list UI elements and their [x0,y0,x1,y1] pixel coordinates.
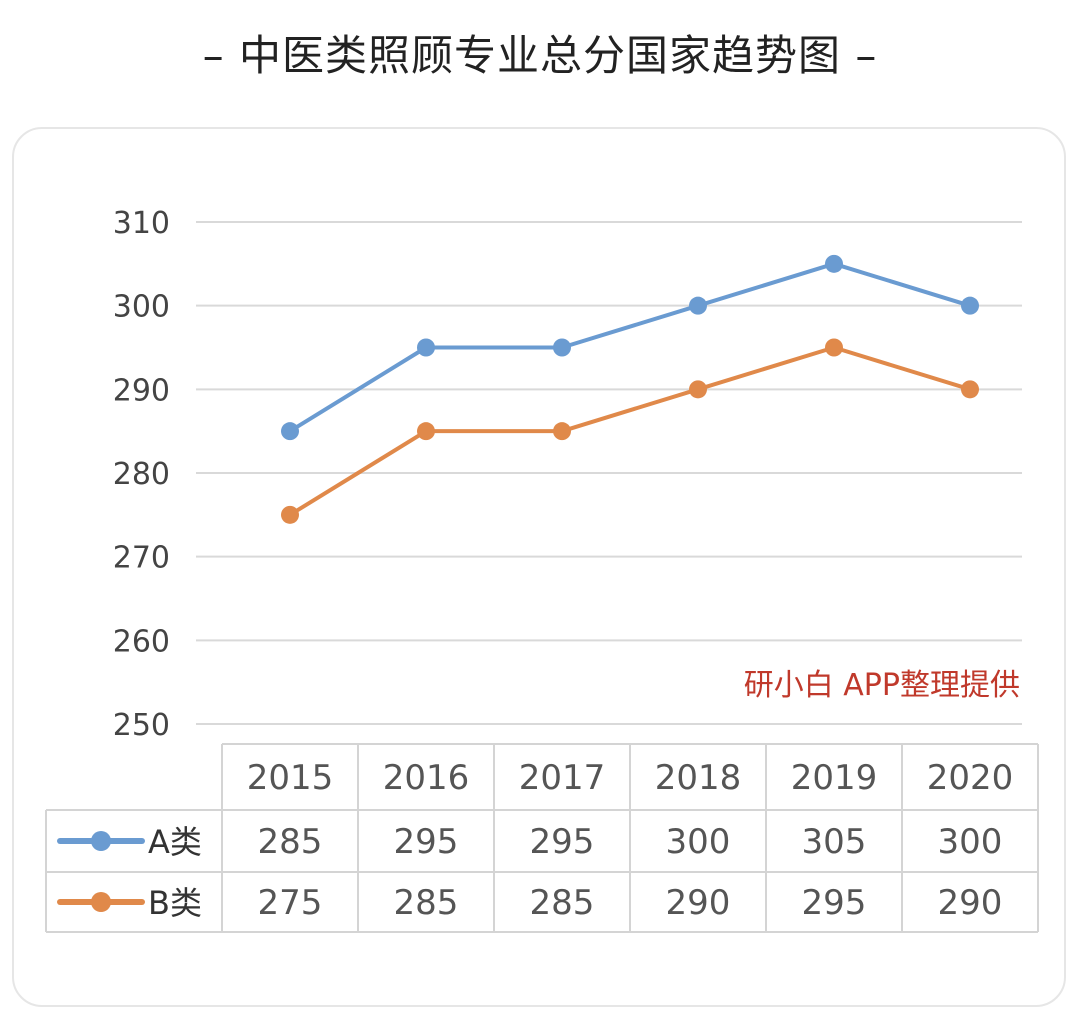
table-cell: 290 [666,883,731,923]
table-cell: 290 [938,883,1003,923]
data-point [417,338,435,357]
series-line [288,345,971,517]
table-cell: 285 [258,822,323,862]
y-tick-label: 310 [113,206,170,241]
data-point [961,296,979,315]
data-point [553,422,571,441]
data-point [281,422,299,441]
y-axis-ticks: 250 260 270 280 290 300 310 [113,206,170,743]
table-cell: 295 [802,883,867,923]
series-lines [281,254,979,524]
table-header-cell: 2015 [247,758,334,798]
y-tick-label: 290 [113,373,170,408]
page-title: – 中医类照顾专业总分国家趋势图 – [202,31,878,80]
y-tick-label: 280 [113,457,170,492]
data-point [281,505,299,524]
data-point [825,254,843,273]
series-line [288,261,971,433]
y-tick-label: 270 [113,541,170,576]
data-point [825,338,843,357]
table-cell: 275 [258,883,323,923]
table-cell: 295 [394,822,459,862]
data-table: 2015 2016 2017 2018 2019 2020 A类 285 295 295 300 30… [45,743,1039,933]
data-point [689,380,707,399]
data-point [961,380,979,399]
legend-marker [91,892,111,912]
legend-marker [91,831,111,851]
data-point [689,296,707,315]
table-cell: 295 [530,822,595,862]
table-cell: 285 [530,883,595,923]
table-cell: 305 [802,822,867,862]
table-cell: 285 [394,883,459,923]
y-tick-label: 260 [113,624,170,659]
table-header-cell: 2016 [383,758,470,798]
y-tick-label: 250 [113,708,170,743]
y-tick-label: 300 [113,290,170,325]
table-cell: 300 [666,822,731,862]
chart-card [12,127,1066,1007]
data-point [417,422,435,441]
legend-label: A类 [148,823,202,861]
grid-lines [196,221,1022,725]
table-cell: 300 [938,822,1003,862]
table-header-cell: 2019 [791,758,878,798]
table-header-cell: 2020 [927,758,1014,798]
table-header-cell: 2018 [655,758,742,798]
data-point [553,338,571,357]
table-header-cell: 2017 [519,758,606,798]
legend-label: B类 [148,884,202,922]
watermark-text: 研小白 APP整理提供 [744,668,1020,703]
